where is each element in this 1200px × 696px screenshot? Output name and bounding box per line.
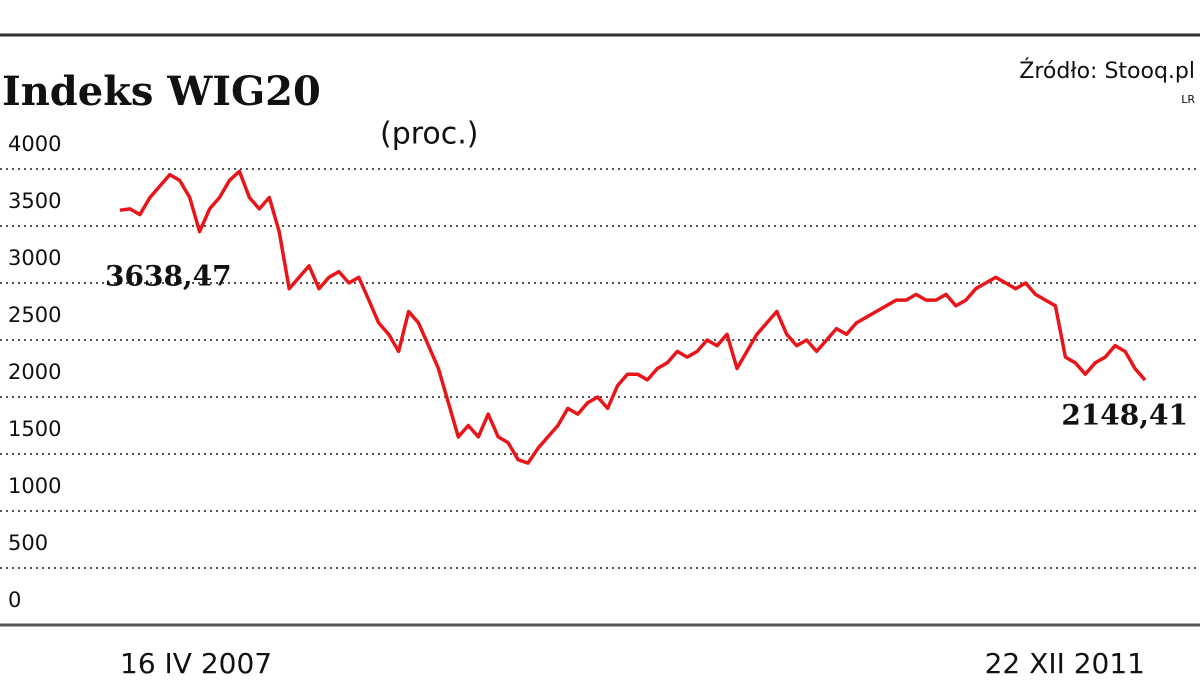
- credit: LR: [1181, 93, 1195, 106]
- value-label: 2148,41: [1061, 399, 1188, 432]
- y-tick-label: 3000: [8, 246, 61, 270]
- source: Źródło: Stooq.pl: [1019, 58, 1195, 84]
- y-tick-label: 1000: [8, 474, 61, 498]
- data-line: [119, 169, 1147, 465]
- y-tick-label: 2500: [8, 303, 61, 327]
- chart-subtitle: (proc.): [380, 117, 479, 152]
- y-tick-label: 2000: [8, 360, 61, 384]
- x-tick-label: 22 XII 2011: [985, 647, 1145, 680]
- value-label: 3638,47: [105, 260, 232, 293]
- y-tick-label: 4000: [8, 132, 61, 156]
- chart-title: Indeks WIG20: [2, 68, 321, 115]
- y-tick-label: 500: [8, 531, 48, 555]
- x-tick-label: 16 IV 2007: [120, 647, 272, 680]
- y-tick-label: 3500: [8, 189, 61, 213]
- y-tick-label: 0: [8, 588, 21, 612]
- y-tick-label: 1500: [8, 417, 61, 441]
